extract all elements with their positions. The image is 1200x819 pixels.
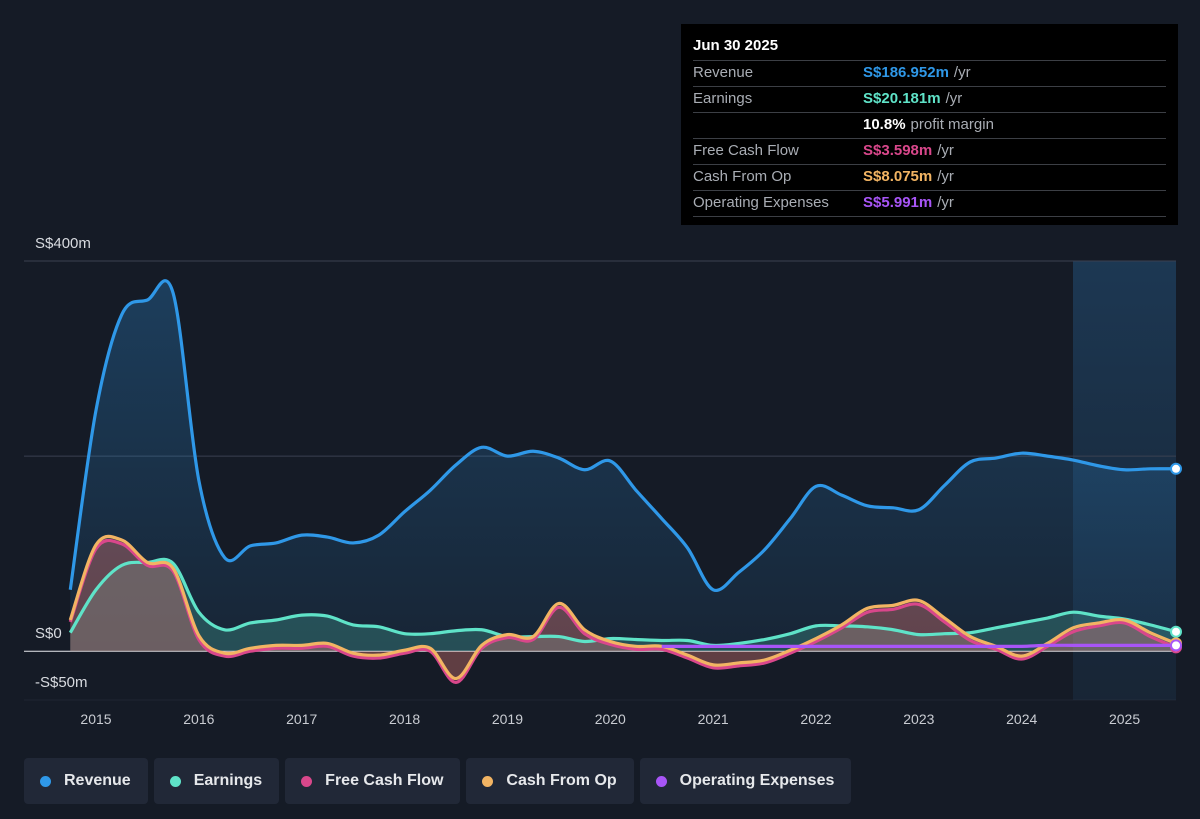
tooltip-value: S$5.991m [863, 194, 933, 211]
tooltip-value: S$186.952m [863, 64, 949, 81]
x-tick-label: 2021 [698, 711, 729, 727]
x-tick-label: 2023 [903, 711, 934, 727]
x-tick-label: 2022 [800, 711, 831, 727]
tooltip-unit: /yr [937, 168, 954, 185]
tooltip-label: Free Cash Flow [693, 142, 799, 159]
tooltip-label: Operating Expenses [693, 194, 829, 211]
tooltip-row: Free Cash Flow S$3.598m/yr [693, 138, 1166, 164]
legend-label: Operating Expenses [679, 772, 835, 789]
line [68, 279, 1177, 593]
tooltip-row: Operating Expenses S$5.991m/yr [693, 190, 1166, 217]
tooltip-date: Jun 30 2025 [693, 37, 779, 54]
tooltip-unit: /yr [945, 90, 963, 107]
area [70, 536, 1176, 679]
legend-marker [482, 775, 494, 787]
tooltip-label: Revenue [693, 64, 754, 81]
tooltip-value: S$8.075m [863, 168, 933, 185]
x-tick-label: 2024 [1006, 711, 1037, 727]
area [70, 280, 1176, 652]
legend-label: Free Cash Flow [325, 772, 444, 789]
tooltip-value: 10.8% [863, 116, 906, 133]
legend-marker [655, 775, 667, 787]
legend-label: Revenue [64, 772, 131, 789]
x-tick-label: 2018 [389, 711, 420, 727]
tooltip-row: Cash From Op S$8.075m/yr [693, 164, 1166, 190]
tooltip-unit: /yr [937, 194, 954, 211]
tooltip-unit: /yr [953, 64, 971, 81]
tooltip-unit: profit margin [910, 116, 994, 133]
line [68, 557, 1177, 648]
tooltip-row: 10.8% profit margin [693, 112, 1166, 138]
tooltip-row: Earnings S$20.181m/yr [693, 86, 1166, 112]
tooltip-label [693, 113, 863, 138]
end-point [1170, 639, 1182, 652]
area [70, 559, 1176, 652]
x-tick-label: 2017 [286, 711, 317, 727]
x-tick-label: 2016 [183, 711, 214, 727]
x-tick-label: 2025 [1109, 711, 1140, 727]
tooltip-value: S$3.598m [863, 142, 933, 159]
legend-item[interactable]: Operating Expenses [639, 758, 852, 804]
line [68, 538, 1177, 685]
y-tick-label: -S$50m [35, 674, 88, 691]
legend-item[interactable]: Earnings [153, 758, 280, 804]
legend-marker [169, 775, 181, 787]
tooltip: Jun 30 2025 Revenue S$186.952m/yr Earnings S… [681, 24, 1178, 225]
legend: Revenue Earnings Free Cash Flow Cash From O… [24, 758, 852, 804]
end-point [1170, 462, 1182, 475]
end-point [1170, 625, 1182, 638]
x-tick-label: 2019 [492, 711, 523, 727]
line [661, 643, 1176, 649]
tooltip-label: Cash From Op [693, 168, 792, 185]
tooltip-row: Revenue S$186.952m/yr [693, 60, 1166, 86]
legend-label: Cash From Op [506, 772, 617, 789]
tooltip-value: S$20.181m [863, 90, 941, 107]
legend-marker [40, 775, 51, 787]
legend-marker [301, 775, 313, 787]
legend-label: Earnings [193, 772, 263, 789]
legend-item[interactable]: Cash From Op [466, 758, 634, 804]
y-tick-label: S$400m [35, 235, 91, 252]
x-tick-label: 2015 [80, 711, 111, 727]
x-tick-label: 2020 [595, 711, 626, 727]
y-tick-label: S$0 [35, 625, 62, 642]
legend-item[interactable]: Free Cash Flow [285, 758, 461, 804]
tooltip-unit: /yr [937, 142, 954, 159]
tooltip-label: Earnings [693, 90, 753, 107]
legend-item[interactable]: Revenue [24, 758, 148, 804]
